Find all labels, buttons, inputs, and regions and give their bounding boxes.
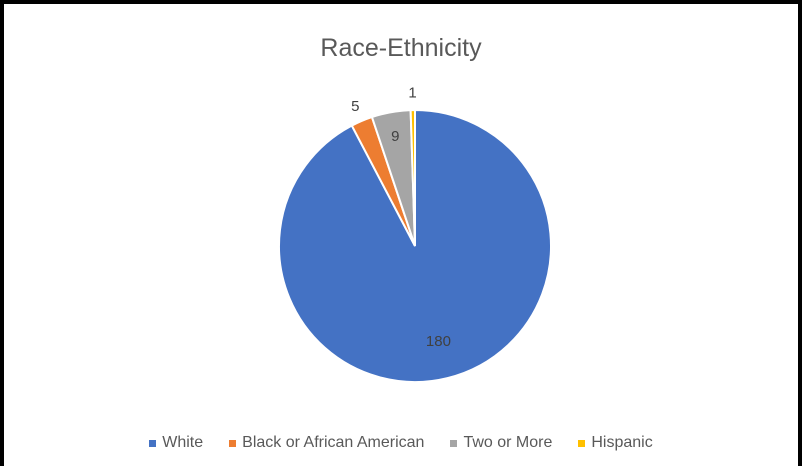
legend-item-white: White	[149, 434, 203, 452]
data-labels: 180 5 9 1	[351, 84, 451, 350]
data-label-black-or-african-american: 5	[351, 98, 359, 115]
legend-item-black-or-african-american: Black or African American	[229, 434, 424, 452]
data-label-two-or-more: 9	[391, 128, 399, 145]
pie-slice-hispanic	[409, 108, 416, 247]
legend-label-white: White	[162, 434, 204, 451]
data-label-white: 180	[426, 333, 451, 350]
data-label-hispanic: 1	[408, 84, 416, 101]
legend-swatch-white	[149, 439, 157, 447]
pie-slices	[278, 108, 552, 383]
legend-item-hispanic: Hispanic	[578, 434, 653, 452]
pie-chart: 180 5 9 1	[278, 84, 552, 383]
chart-title: Race-Ethnicity	[320, 34, 482, 62]
legend-swatch-hispanic	[578, 439, 586, 447]
legend-item-two-or-more: Two or More	[450, 434, 552, 452]
legend-label-hispanic: Hispanic	[591, 434, 653, 451]
legend-label-black-or-african-american: Black or African American	[242, 434, 425, 451]
legend-swatch-two-or-more	[450, 439, 458, 447]
legend-label-two-or-more: Two or More	[463, 434, 553, 451]
legend-swatch-black-or-african-american	[229, 439, 237, 447]
legend: White Black or African American Two or Mor…	[4, 434, 798, 452]
